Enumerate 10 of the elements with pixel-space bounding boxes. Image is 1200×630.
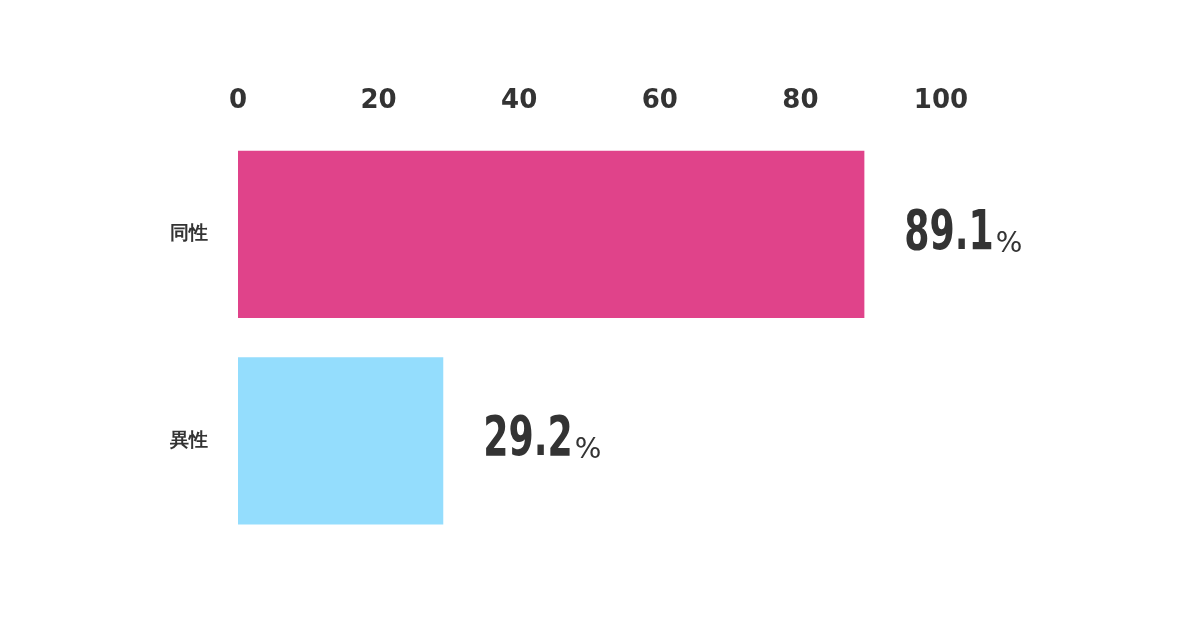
x-tick-label: 60	[641, 84, 678, 115]
data-label: 89.1%	[904, 197, 1023, 263]
y-tick-label: 異性	[169, 427, 208, 450]
x-tick-label: 100	[913, 84, 969, 115]
x-tick-label: 0	[228, 84, 248, 115]
y-tick-label: 同性	[170, 221, 208, 244]
x-tick-label: 80	[782, 84, 819, 115]
x-tick-label: 20	[360, 84, 397, 115]
data-label: 29.2%	[483, 403, 602, 470]
x-tick-label: 40	[501, 84, 538, 115]
